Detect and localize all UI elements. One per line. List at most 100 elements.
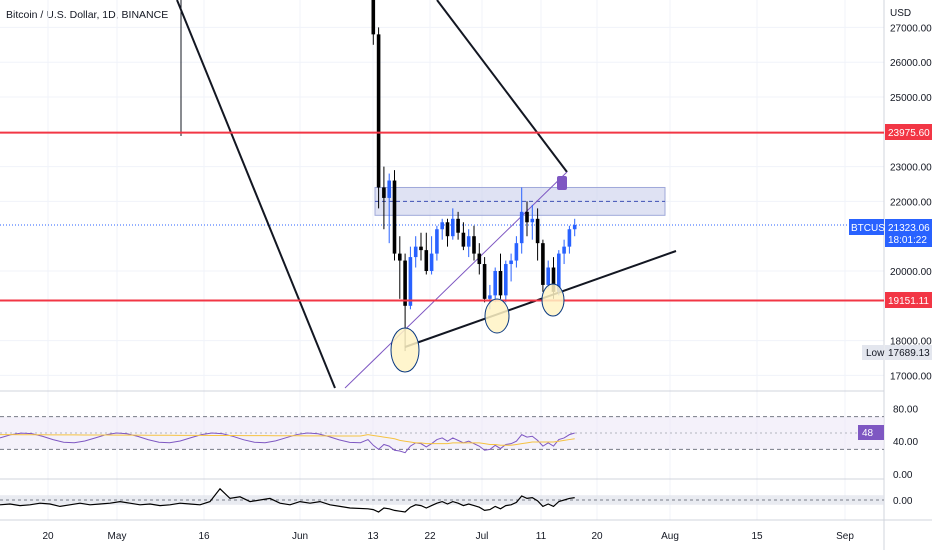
- price-tick-label: 27000.00: [890, 23, 932, 34]
- candle-body: [514, 243, 519, 261]
- time-tick-label: 22: [424, 531, 436, 542]
- time-tick-label: 13: [367, 531, 379, 542]
- candle-body: [562, 246, 566, 254]
- candle-body: [403, 260, 407, 306]
- time-tick-label: 11: [536, 531, 547, 542]
- low-name-label: Low: [866, 348, 885, 359]
- candle-body: [509, 260, 513, 265]
- last-price-tag: [885, 219, 932, 247]
- highlight-circle: [541, 283, 565, 317]
- candle-body: [456, 218, 460, 233]
- candle-body: [408, 257, 413, 306]
- candle-body: [424, 250, 429, 271]
- rsi-pane: [0, 416, 884, 454]
- candle-body: [546, 267, 550, 285]
- horizontal-levels: [0, 131, 884, 302]
- resistance-tag-label: 23975.60: [888, 128, 930, 139]
- rising-channel-line: [344, 171, 568, 389]
- time-tick-label: 16: [198, 531, 210, 542]
- candle-body: [525, 211, 529, 223]
- candle-body: [557, 253, 561, 292]
- oscillator-zero-band: [0, 495, 884, 505]
- candle-body: [567, 229, 572, 247]
- time-tick-label: Jun: [292, 531, 308, 542]
- price-tick-label: 25000.00: [890, 93, 932, 104]
- time-tick-label: Aug: [661, 531, 679, 542]
- time-tick-label: May: [108, 531, 127, 542]
- price-tags: 23975.60 19151.11 BTCUSD 21323.06 18:01:…: [849, 124, 932, 440]
- candle-body: [392, 180, 397, 254]
- upper-trendline: [436, 0, 568, 173]
- highlight-circles: [390, 283, 565, 373]
- trend-drawings: [176, 0, 677, 389]
- low-name-tag: [862, 345, 884, 360]
- candle-body: [498, 271, 503, 296]
- candle-body: [504, 264, 508, 296]
- rsi-ma-line: [0, 434, 575, 446]
- rsi-tick-label: 40.00: [893, 437, 918, 448]
- candle-body: [382, 187, 386, 198]
- time-axis: 20 May 16 Jun 13 22 Jul 11 20 Aug 15 Sep: [42, 531, 854, 542]
- price-tick-label: 20000.00: [890, 267, 932, 278]
- candle-body: [376, 34, 381, 188]
- rising-support-trendline: [404, 250, 677, 348]
- last-price-label: 21323.06: [888, 223, 930, 234]
- support-tag: [885, 292, 932, 308]
- candle-body: [451, 218, 455, 237]
- candle-body: [488, 295, 492, 299]
- price-axis-unit: USD: [890, 8, 911, 19]
- alert-marker: [557, 176, 567, 190]
- time-tick-label: Jul: [476, 531, 489, 542]
- price-tick-label: 17000.00: [890, 371, 932, 382]
- candle-body: [572, 224, 577, 230]
- candle-body: [461, 232, 466, 247]
- price-tick-label: 22000.00: [890, 197, 932, 208]
- countdown-label: 18:01:22: [888, 235, 927, 246]
- highlight-circle: [390, 327, 420, 373]
- symbol-tag-label: BTCUSD: [851, 223, 892, 234]
- candle-body: [477, 253, 482, 265]
- rsi-tick-label: 0.00: [893, 470, 913, 481]
- chart-title: Bitcoin / U.S. Dollar, 1D, BINANCE: [6, 9, 169, 21]
- highlight-circle: [484, 298, 510, 334]
- price-axis: USD 27000.00 26000.00 25000.00 23000.00 2200…: [890, 8, 932, 507]
- oscillator-pane: [0, 487, 884, 513]
- candle-body: [519, 211, 524, 244]
- price-tick-label: 26000.00: [890, 58, 932, 69]
- candle-body: [419, 246, 423, 251]
- candle-body: [445, 222, 450, 237]
- time-tick-label: 20: [42, 531, 54, 542]
- oscillator-line: [0, 487, 575, 513]
- low-value-label: 17689.13: [888, 348, 930, 359]
- candle-body: [387, 180, 391, 198]
- time-tick-label: 20: [591, 531, 603, 542]
- resistance-tag: [885, 124, 932, 140]
- rsi-tick-label: 80.00: [893, 404, 918, 415]
- candle-body: [493, 271, 497, 296]
- candle-body: [413, 246, 418, 258]
- candle-body: [535, 218, 540, 244]
- descending-trendline: [176, 0, 336, 389]
- rsi-value-tag: [858, 425, 884, 440]
- candle-body: [530, 218, 535, 223]
- resistance-zone: [0, 186, 884, 226]
- low-value-tag: [885, 345, 932, 360]
- candle-body: [429, 253, 434, 271]
- candle-body: [551, 267, 556, 292]
- candle-body: [466, 236, 471, 247]
- symbol-tag: [849, 219, 884, 235]
- candle-body: [472, 236, 476, 254]
- rsi-line: [0, 432, 575, 454]
- support-tag-label: 19151.11: [888, 296, 929, 307]
- candle-body: [398, 253, 402, 261]
- candle-body: [440, 222, 444, 230]
- time-tick-label: 15: [751, 531, 763, 542]
- candle-body: [541, 243, 545, 285]
- oscillator-tick-label: 0.00: [893, 496, 913, 507]
- time-tick-label: Sep: [836, 531, 854, 542]
- candle-body: [371, 0, 376, 35]
- candle-body: [435, 229, 439, 254]
- price-tick-label: 23000.00: [890, 163, 932, 174]
